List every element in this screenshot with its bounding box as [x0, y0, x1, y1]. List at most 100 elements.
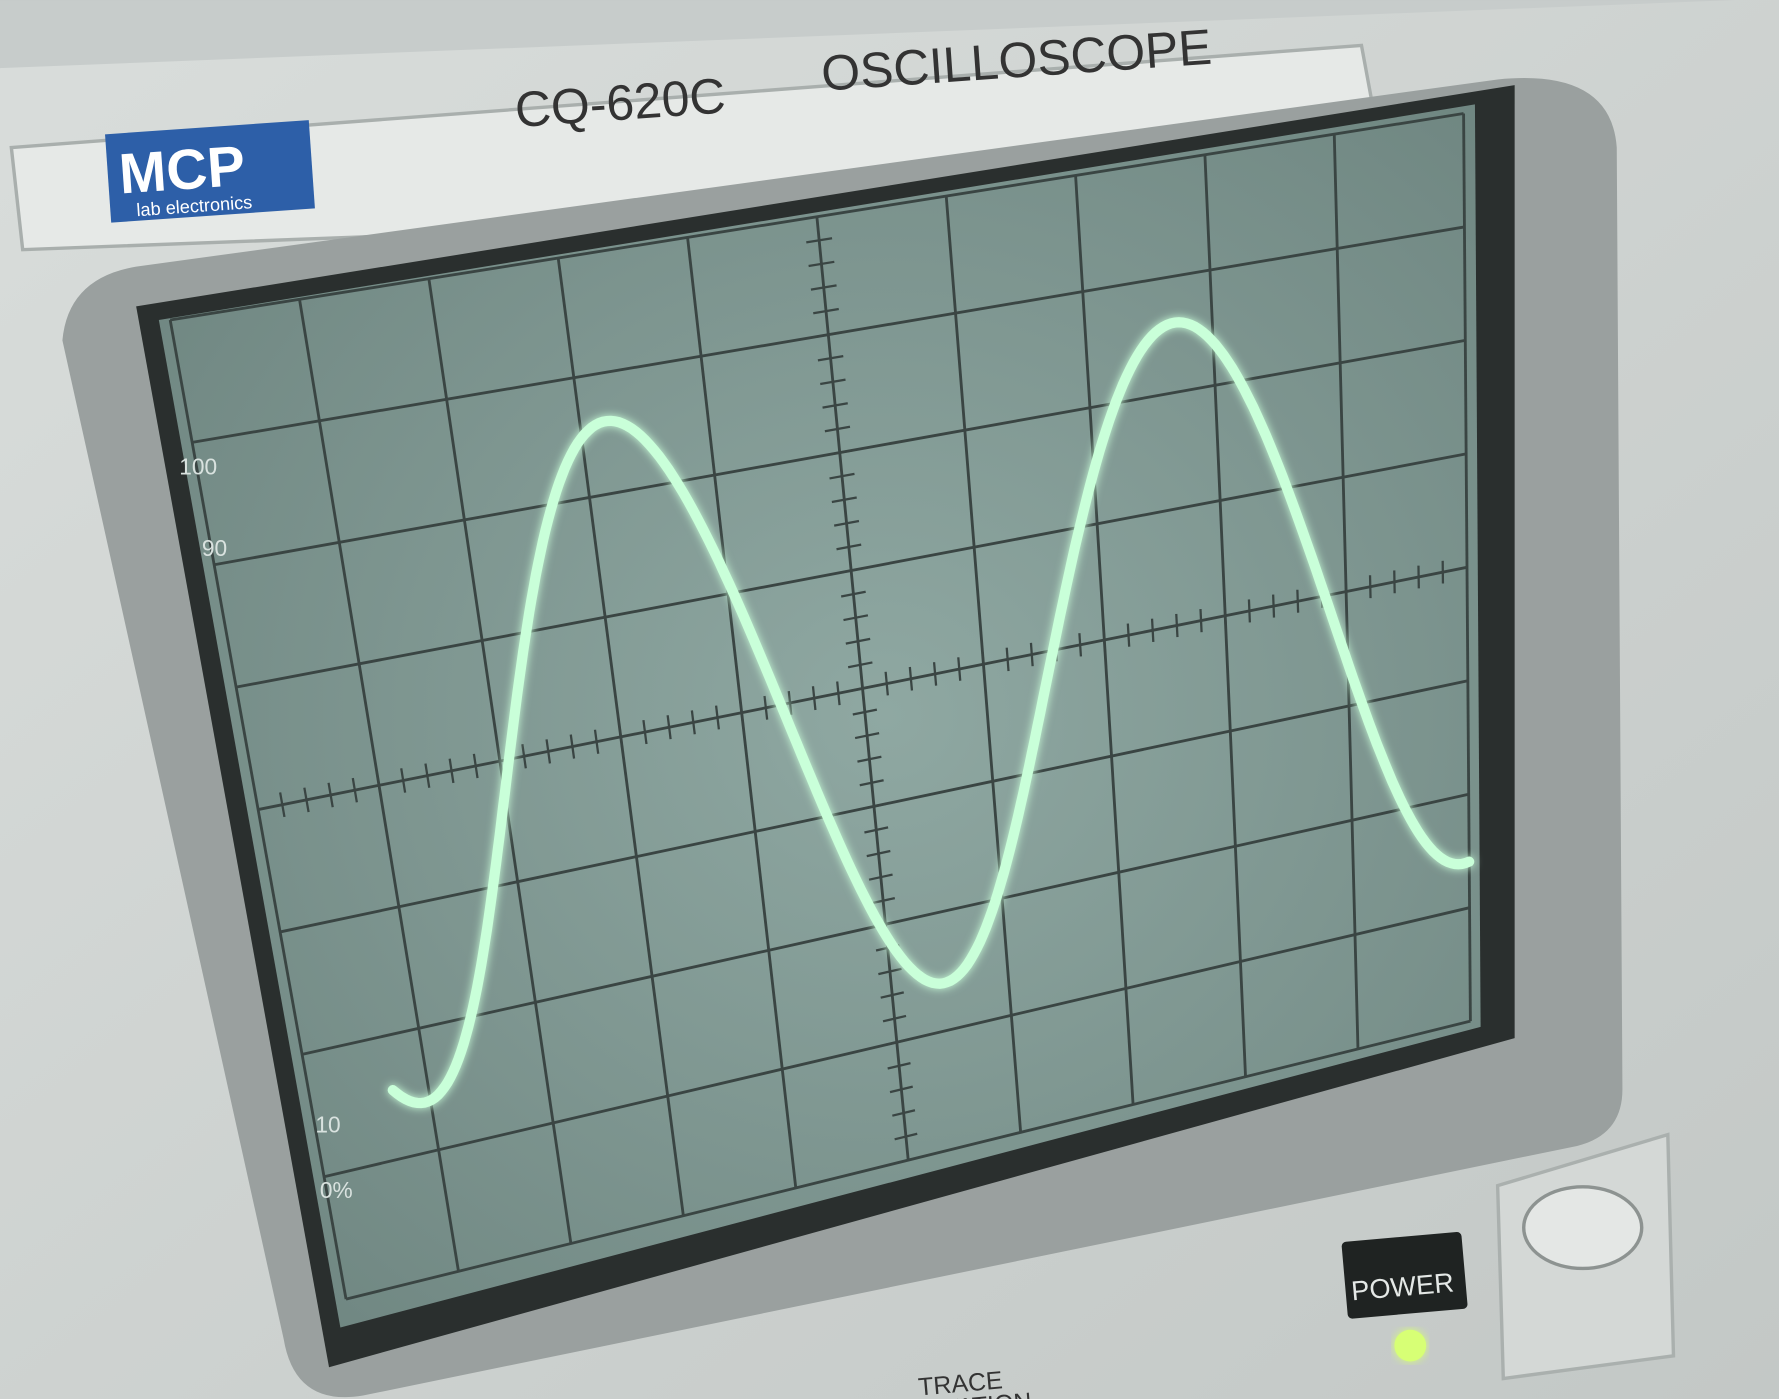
grid-line	[932, 662, 938, 686]
grid-line	[811, 686, 817, 711]
grid-line	[822, 402, 848, 409]
grid-line	[957, 657, 962, 681]
trace-label: TRACE	[917, 1366, 1004, 1399]
grid-line	[169, 112, 1464, 322]
grid-line	[840, 590, 866, 598]
grid-line	[714, 705, 721, 730]
grid-line	[642, 719, 648, 745]
grid-line	[351, 777, 358, 803]
grid-line	[1462, 113, 1472, 1022]
grid-line	[1029, 642, 1034, 667]
grid-line	[908, 666, 914, 691]
grid-line	[859, 779, 884, 787]
grid-line	[833, 519, 860, 527]
grid-line	[889, 1085, 914, 1094]
grid-line	[1102, 628, 1107, 652]
grid-line	[880, 991, 905, 999]
power-badge	[1341, 1232, 1468, 1319]
grid-line	[1272, 594, 1276, 618]
grid-line	[860, 676, 865, 701]
grid-line	[824, 425, 851, 433]
scale-label: 90	[202, 535, 227, 561]
grid-line	[810, 284, 837, 291]
brand: MCP	[117, 135, 247, 207]
grid-line	[852, 708, 878, 716]
grid-line	[836, 681, 841, 706]
grid-line	[763, 695, 769, 720]
grid-line	[618, 724, 624, 750]
grid-line	[894, 1132, 918, 1141]
grid-line	[831, 496, 857, 504]
grid-line	[838, 567, 864, 574]
grid-line	[806, 237, 833, 244]
grid-line	[472, 753, 479, 779]
grid-line	[892, 1109, 916, 1117]
scale-label: 100	[179, 453, 217, 479]
grid-line	[593, 729, 600, 754]
grid-line	[448, 758, 455, 784]
waveform	[387, 317, 1475, 1109]
grid-line	[327, 782, 334, 808]
scale-label: 10	[315, 1111, 340, 1137]
screen	[158, 104, 1481, 1328]
grid-line	[1078, 633, 1083, 657]
grid-line	[808, 260, 835, 268]
grid-line	[168, 319, 348, 1300]
grid-line	[871, 897, 896, 905]
grid-line	[1223, 604, 1227, 628]
grid-line	[569, 734, 576, 759]
grid-line	[1344, 580, 1348, 604]
grid-line	[820, 378, 846, 386]
grid-line	[400, 768, 407, 793]
grid-line	[303, 787, 310, 813]
graticule	[168, 112, 1472, 1301]
grid-line	[815, 331, 842, 338]
grid-line	[496, 748, 503, 774]
grid-line	[817, 354, 844, 362]
grid-line	[424, 763, 431, 788]
power-led	[1394, 1329, 1427, 1362]
grid-line	[864, 826, 889, 834]
grid-line	[345, 1019, 1471, 1301]
grid-line	[887, 1061, 911, 1070]
logo-box	[105, 120, 315, 223]
grid-line	[868, 873, 893, 881]
grid-line	[1368, 575, 1372, 599]
grid-line	[375, 772, 383, 798]
grid-line	[836, 543, 862, 551]
grid-line	[843, 614, 869, 622]
grid-line	[847, 661, 873, 669]
grid-line	[279, 792, 286, 818]
trace-label: ROTATION	[906, 1388, 1033, 1399]
grid-line	[690, 710, 696, 735]
logo: MCP lab electronics	[105, 120, 315, 223]
grid-line	[845, 637, 871, 645]
grid-line	[787, 691, 793, 715]
power-switch[interactable]	[1522, 1185, 1644, 1271]
grid-line	[882, 1014, 907, 1023]
grid-line	[885, 1038, 909, 1047]
grid-line	[1199, 609, 1203, 633]
grid-line	[857, 755, 882, 763]
grid-line	[521, 744, 527, 769]
grid-line	[827, 449, 853, 456]
grid-line	[813, 307, 839, 315]
grid-line	[829, 472, 855, 480]
grid-line	[666, 715, 672, 740]
grid-line	[854, 732, 880, 740]
grid-line	[866, 849, 891, 858]
grid-line	[1247, 599, 1251, 623]
grid-line	[861, 802, 887, 810]
grid-line	[1005, 647, 1010, 672]
grid-line	[545, 739, 552, 764]
grid-line	[739, 700, 745, 725]
grid-line	[884, 671, 889, 696]
grid-line	[1126, 623, 1131, 647]
grid-line	[878, 967, 902, 976]
grid-line	[1175, 613, 1179, 638]
grid-line	[1296, 589, 1300, 613]
grid-line	[981, 652, 986, 677]
scale-label: 0%	[320, 1177, 353, 1203]
